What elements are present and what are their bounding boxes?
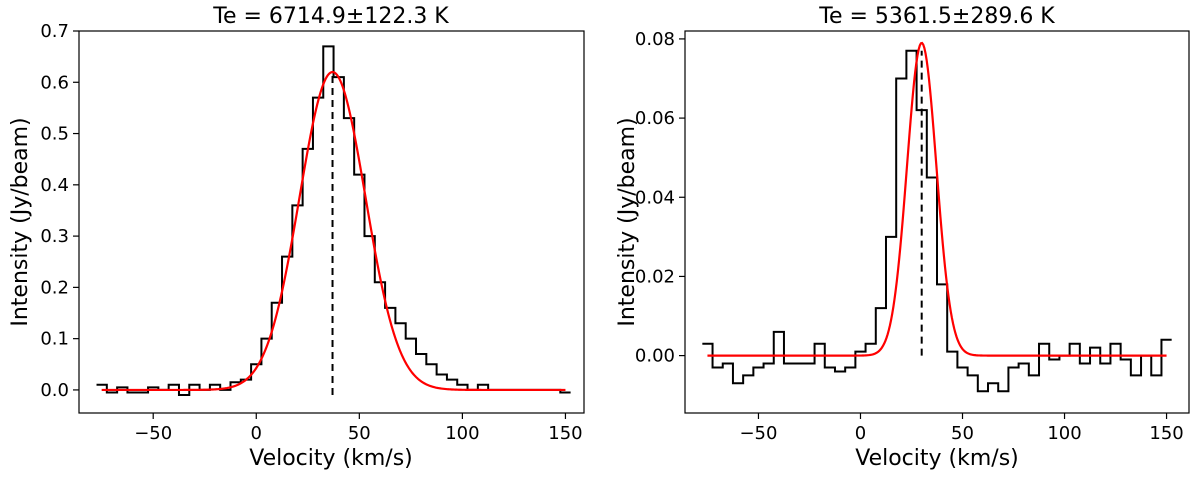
right-x-tick-label-3: 100 (1047, 423, 1081, 444)
right-chart-title: Te = 5361.5±289.6 K (818, 4, 1055, 29)
left-x-tick-label-0: −50 (134, 423, 172, 444)
right-x-axis-label: Velocity (km/s) (855, 446, 1019, 471)
right-y-tick-label-4: 0.08 (635, 29, 675, 50)
right-x-tick-label-4: 150 (1149, 423, 1183, 444)
right-y-tick-label-0: 0.00 (635, 346, 675, 367)
left-spectrum-step-line (96, 45, 571, 397)
right-x-tick-label-2: 50 (951, 423, 974, 444)
right-axes-frame (684, 30, 1190, 414)
left-x-tick-label-1: 0 (251, 423, 262, 444)
left-y-tick-label-5: 0.5 (40, 124, 69, 145)
right-ticks: −50 0 50 100 150 0.00 0.02 0.04 0.06 0.08 (635, 29, 1184, 444)
left-axes-frame (78, 30, 585, 414)
right-y-axis-label: Intensity (Jy/beam) (615, 117, 640, 326)
right-marks (702, 41, 1172, 393)
left-y-tick-label-4: 0.4 (40, 175, 69, 196)
right-panel: Te = 5361.5±289.6 K −50 0 50 100 150 0.00 0.02… (615, 4, 1190, 471)
left-y-axis-label: Intensity (Jy/beam) (8, 117, 33, 326)
left-gaussian-fit-line (101, 70, 566, 392)
left-y-tick-label-7: 0.7 (40, 21, 69, 42)
left-y-tick-label-1: 0.1 (40, 329, 69, 350)
right-y-tick-label-2: 0.04 (635, 187, 675, 208)
left-x-tick-label-4: 150 (548, 423, 582, 444)
left-x-tick-label-2: 50 (348, 423, 371, 444)
right-spectrum-step-line (702, 49, 1172, 393)
left-chart-title: Te = 6714.9±122.3 K (212, 4, 449, 29)
left-y-tick-label-0: 0.0 (40, 380, 69, 401)
left-x-tick-label-3: 100 (445, 423, 479, 444)
left-y-tick-label-2: 0.2 (40, 277, 69, 298)
right-gaussian-fit-line (707, 41, 1167, 357)
left-x-axis-label: Velocity (km/s) (249, 446, 413, 471)
left-panel: Te = 6714.9±122.3 K −50 0 50 100 150 0.0 0.1 0.… (8, 4, 585, 471)
left-ticks: −50 0 50 100 150 0.0 0.1 0.2 0.3 0.4 0.5 0.6 0.7 (40, 21, 582, 444)
right-y-tick-label-3: 0.06 (635, 108, 675, 129)
right-x-tick-label-1: 0 (855, 423, 866, 444)
right-y-tick-label-1: 0.02 (635, 266, 675, 287)
left-y-tick-label-6: 0.6 (40, 72, 69, 93)
right-x-tick-label-0: −50 (739, 423, 777, 444)
left-y-tick-label-3: 0.3 (40, 226, 69, 247)
left-marks (96, 45, 571, 397)
